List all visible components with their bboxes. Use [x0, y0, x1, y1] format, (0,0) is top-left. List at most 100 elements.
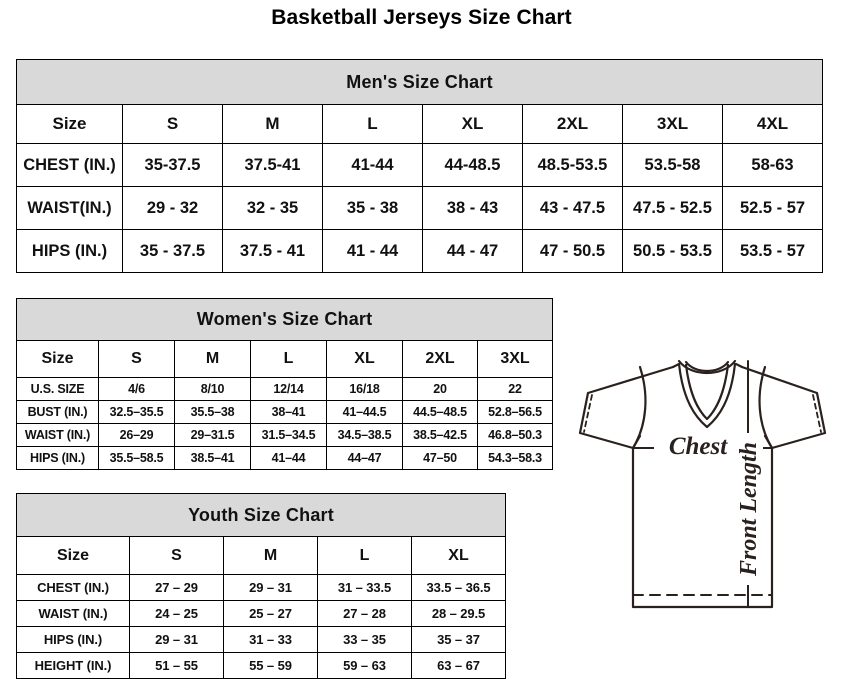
table-row: HIPS (IN.) 35 - 37.5 37.5 - 41 41 - 44 4…: [16, 229, 824, 273]
front-length-label: Front Length: [736, 442, 762, 577]
womens-header-xl: XL: [326, 340, 403, 378]
table-cell: 38.5–42.5: [402, 423, 478, 447]
mens-header-m: M: [222, 104, 323, 144]
table-cell: 35-37.5: [122, 143, 223, 187]
table-cell: 27 – 29: [129, 574, 224, 601]
table-cell: 35.5–38: [174, 400, 251, 424]
table-cell: 35 – 37: [411, 626, 506, 653]
jersey-outline: [578, 359, 827, 609]
youth-size-chart-table: Youth Size Chart Size S M L XL CHEST (IN…: [16, 493, 506, 679]
mens-row-label-waist: WAIST(IN.): [16, 186, 123, 230]
mens-size-chart-table: Men's Size Chart Size S M L XL 2XL 3XL 4…: [15, 59, 824, 273]
table-cell: 32.5–35.5: [98, 400, 175, 424]
table-cell: 47–50: [402, 446, 478, 470]
youth-row-label-chest: CHEST (IN.): [16, 574, 130, 601]
table-cell: 47.5 - 52.5: [622, 186, 723, 230]
youth-header-l: L: [317, 536, 412, 575]
table-cell: 35.5–58.5: [98, 446, 175, 470]
table-cell: 59 – 63: [317, 652, 412, 679]
womens-header-s: S: [98, 340, 175, 378]
womens-row-label-waist: WAIST (IN.): [16, 423, 99, 447]
chest-label: Chest: [669, 433, 728, 460]
womens-header-3xl: 3XL: [476, 340, 554, 378]
youth-row-label-waist: WAIST (IN.): [16, 600, 130, 627]
table-row: HIPS (IN.) 29 – 31 31 – 33 33 – 35 35 – …: [16, 626, 506, 653]
table-cell: 29–31.5: [174, 423, 251, 447]
table-cell: 4/6: [98, 377, 175, 401]
table-cell: 32 - 35: [222, 186, 323, 230]
youth-chart-band-label: Youth Size Chart: [16, 493, 506, 537]
table-cell: 22: [476, 377, 554, 401]
table-cell: 44 - 47: [422, 229, 523, 273]
youth-row-label-height: HEIGHT (IN.): [16, 652, 130, 679]
table-cell: 48.5-53.5: [522, 143, 623, 187]
mens-header-4xl: 4XL: [721, 104, 824, 144]
table-cell: 58-63: [721, 143, 824, 187]
youth-header-m: M: [223, 536, 318, 575]
table-cell: 63 – 67: [411, 652, 506, 679]
table-row: BUST (IN.) 32.5–35.5 35.5–38 38–41 41–44…: [16, 400, 554, 424]
chest-label-backdrop: [654, 434, 742, 462]
table-cell: 52.5 - 57: [721, 186, 824, 230]
youth-row-label-hips: HIPS (IN.): [16, 626, 130, 653]
table-cell: 44.5–48.5: [402, 400, 478, 424]
table-cell: 33 – 35: [317, 626, 412, 653]
table-row: HIPS (IN.) 35.5–58.5 38.5–41 41–44 44–47…: [16, 446, 554, 470]
body-outline: [631, 446, 774, 609]
right-cuff-seam: [812, 394, 822, 433]
mens-header-size: Size: [16, 104, 123, 144]
mens-chart-band-label: Men's Size Chart: [15, 59, 824, 105]
table-cell: 26–29: [98, 423, 175, 447]
table-cell: 41 - 44: [322, 229, 423, 273]
table-cell: 35 - 37.5: [122, 229, 223, 273]
table-cell: 31 – 33.5: [317, 574, 412, 601]
mens-header-l: L: [322, 104, 423, 144]
table-cell: 31.5–34.5: [250, 423, 327, 447]
table-cell: 38.5–41: [174, 446, 251, 470]
table-cell: 28 – 29.5: [411, 600, 506, 627]
table-row: WAIST(IN.) 29 - 32 32 - 35 35 - 38 38 - …: [16, 186, 824, 230]
womens-header-size: Size: [16, 340, 99, 378]
table-cell: 44–47: [326, 446, 403, 470]
table-cell: 41–44: [250, 446, 327, 470]
table-cell: 16/18: [326, 377, 403, 401]
mens-header-xl: XL: [422, 104, 523, 144]
right-shoulder-edge: [734, 362, 744, 369]
v-neck-outer: [677, 362, 737, 429]
mens-header-3xl: 3XL: [622, 104, 723, 144]
womens-row-label-bust: BUST (IN.): [16, 400, 99, 424]
table-row: HEIGHT (IN.) 51 – 55 55 – 59 59 – 63 63 …: [16, 652, 506, 679]
page-title: Basketball Jerseys Size Chart: [271, 6, 572, 29]
table-cell: 29 – 31: [223, 574, 318, 601]
left-cuff-seam: [583, 394, 593, 433]
table-band-row: Men's Size Chart: [15, 59, 824, 105]
mens-row-label-chest: CHEST (IN.): [16, 143, 123, 187]
womens-header-l: L: [250, 340, 327, 378]
youth-header-xl: XL: [411, 536, 506, 575]
table-cell: 41-44: [322, 143, 423, 187]
table-cell: 29 - 32: [122, 186, 223, 230]
table-cell: 25 – 27: [223, 600, 318, 627]
left-armhole-seam: [631, 365, 647, 450]
table-band-row: Youth Size Chart: [16, 493, 506, 537]
table-row: WAIST (IN.) 26–29 29–31.5 31.5–34.5 34.5…: [16, 423, 554, 447]
jersey-measurement-diagram: Chest Front Length: [555, 355, 843, 655]
mens-header-2xl: 2XL: [522, 104, 623, 144]
table-cell: 8/10: [174, 377, 251, 401]
womens-row-label-us-size: U.S. SIZE: [16, 377, 99, 401]
jersey-illustration-svg: Chest Front Length: [578, 359, 827, 609]
table-cell: 46.8–50.3: [476, 423, 554, 447]
table-cell: 31 – 33: [223, 626, 318, 653]
right-armhole-seam: [758, 365, 774, 450]
table-cell: 44-48.5: [422, 143, 523, 187]
table-cell: 37.5-41: [222, 143, 323, 187]
table-cell: 51 – 55: [129, 652, 224, 679]
table-cell: 53.5 - 57: [721, 229, 824, 273]
womens-chart-band-label: Women's Size Chart: [15, 298, 554, 341]
womens-row-label-hips: HIPS (IN.): [16, 446, 99, 470]
table-row: WAIST (IN.) 24 – 25 25 – 27 27 – 28 28 –…: [16, 600, 506, 627]
table-cell: 37.5 - 41: [222, 229, 323, 273]
collar-arc-outer: [677, 359, 737, 374]
table-cell: 34.5–38.5: [326, 423, 403, 447]
table-cell: 24 – 25: [129, 600, 224, 627]
